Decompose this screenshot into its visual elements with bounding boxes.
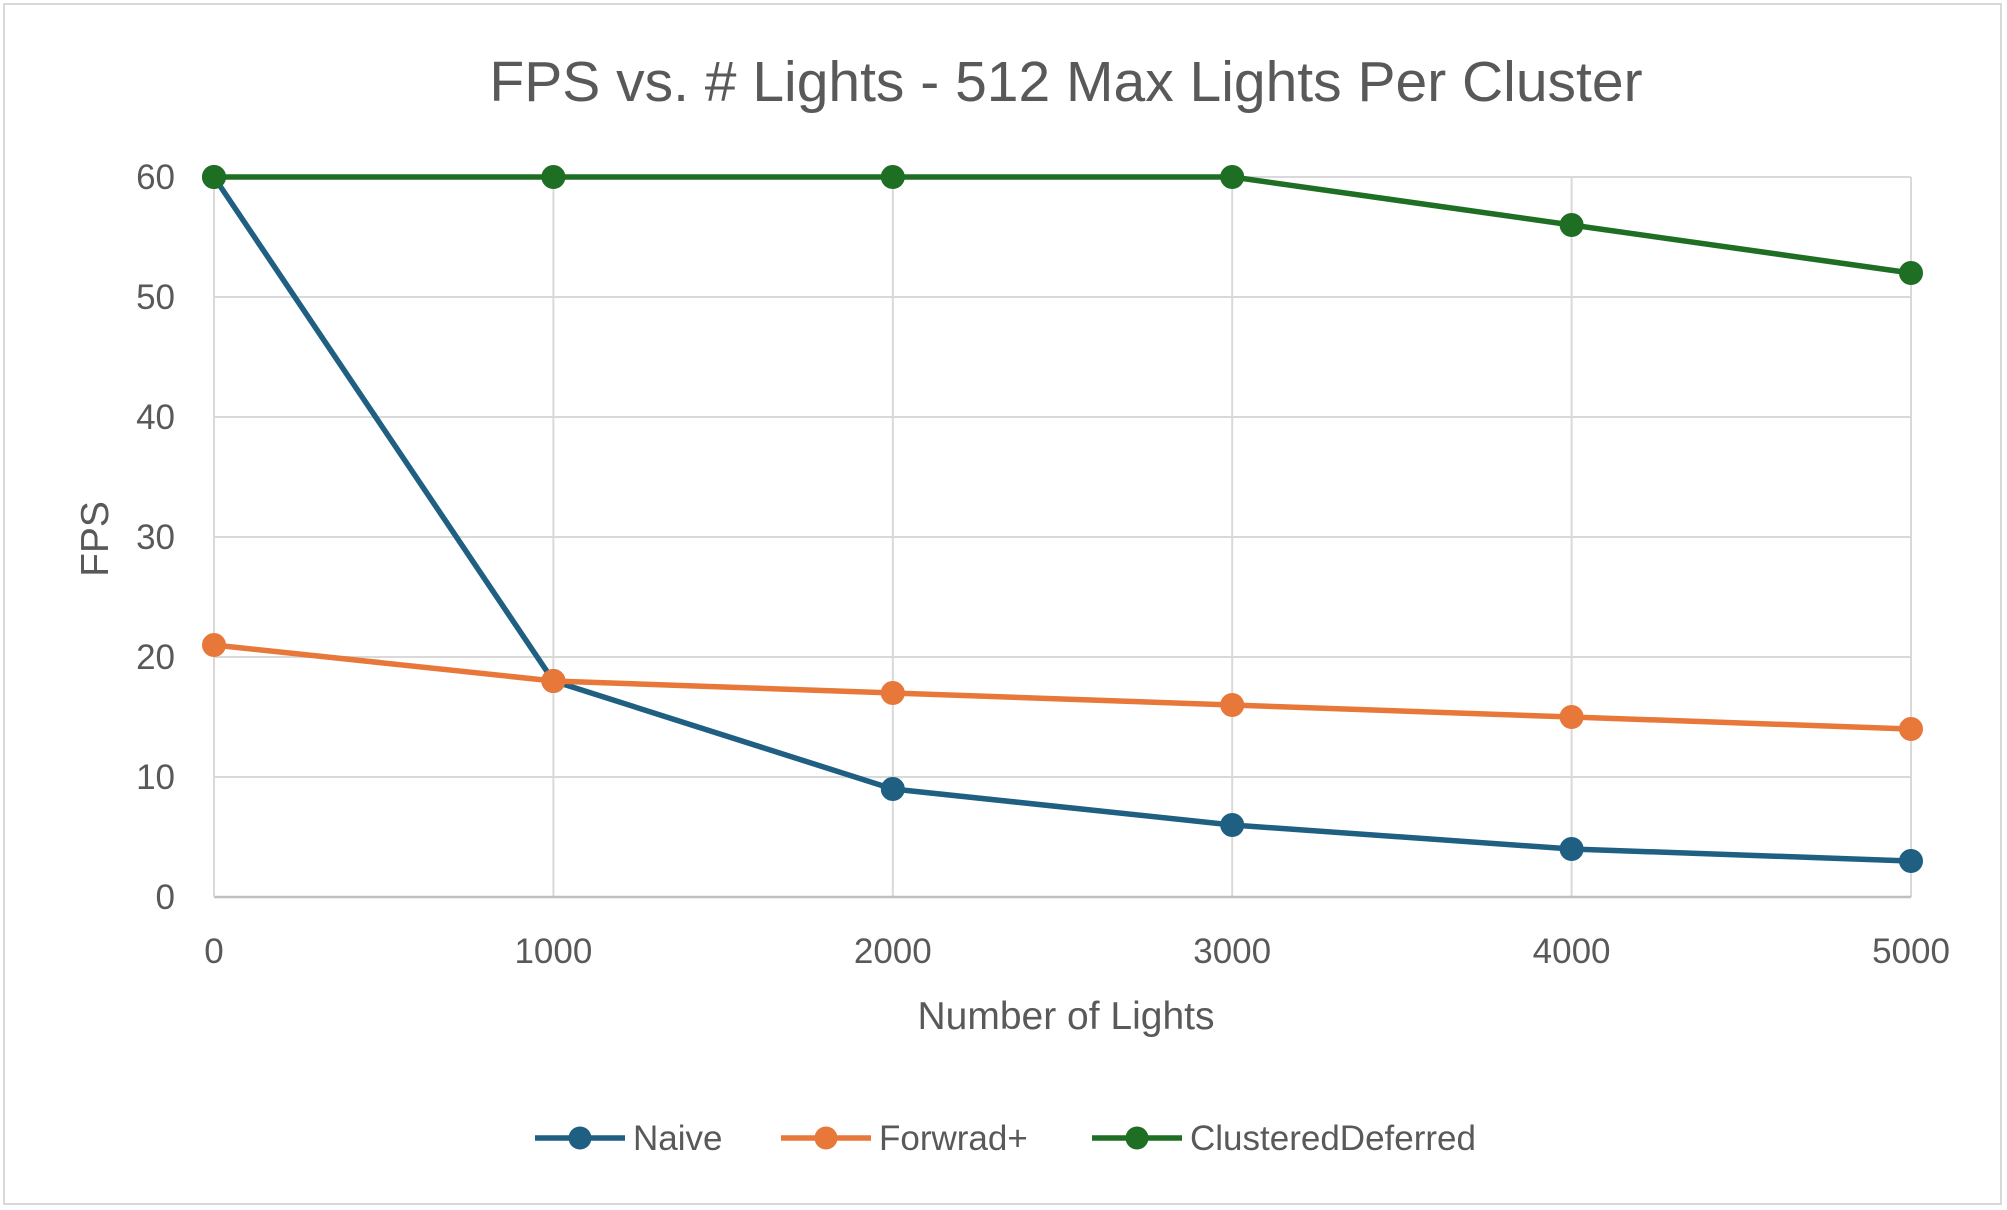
data-point-naive-5000	[1899, 849, 1923, 873]
y-tick-label-10: 10	[136, 758, 175, 797]
legend-marker-clustereddeferred	[1125, 1126, 1149, 1150]
axes	[213, 177, 1911, 899]
series-line-forwrad	[211, 642, 1914, 732]
data-point-forwrad-2000	[880, 681, 905, 705]
data-point-clustereddeferred-0	[202, 165, 226, 189]
data-point-clustereddeferred-5000	[1899, 261, 1923, 285]
data-point-forwrad-3000	[1220, 693, 1245, 717]
x-tick-label-2000: 2000	[854, 932, 932, 971]
data-point-clustereddeferred-2000	[880, 165, 905, 189]
y-tick-label-50: 50	[136, 278, 175, 317]
data-point-clustereddeferred-1000	[541, 165, 566, 189]
legend-marker-forwrad	[814, 1126, 838, 1150]
y-tick-label-40: 40	[136, 398, 175, 437]
data-point-forwrad-0	[202, 633, 226, 657]
legend-item-forwrad: Forwrad+	[781, 1119, 1028, 1158]
y-tick-label-0: 0	[156, 878, 175, 917]
legend-label-naive: Naive	[633, 1119, 722, 1158]
line-chart: FPS vs. # Lights - 512 Max Lights Per Cl…	[74, 50, 1950, 1158]
data-point-forwrad-4000	[1559, 705, 1584, 729]
data-point-naive-2000	[880, 777, 905, 801]
y-tick-label-60: 60	[136, 158, 175, 197]
series-forwrad	[202, 633, 1923, 741]
series-line-naive	[211, 174, 1914, 864]
y-tick-label-30: 30	[136, 518, 175, 557]
x-tick-label-1000: 1000	[514, 932, 592, 971]
data-point-naive-4000	[1559, 837, 1584, 861]
x-tick-label-0: 0	[204, 932, 223, 971]
series-clustereddeferred	[202, 165, 1923, 285]
legend-marker-naive	[568, 1126, 592, 1150]
tick-labels: 0 10 20 30 40 50 60 0 1000 2000 3000 4000 5000	[136, 158, 1950, 971]
x-tick-label-5000: 5000	[1872, 932, 1950, 971]
series-line-clustereddeferred	[211, 174, 1914, 276]
data-point-clustereddeferred-3000	[1220, 165, 1245, 189]
data-point-forwrad-1000	[541, 669, 566, 693]
data-point-clustereddeferred-4000	[1559, 213, 1584, 237]
legend-item-clustereddeferred: ClusteredDeferred	[1092, 1119, 1476, 1158]
series-naive	[202, 165, 1923, 873]
y-axis-title: FPS	[74, 501, 117, 577]
legend-item-naive: Naive	[535, 1119, 722, 1158]
legend-label-clustereddeferred: ClusteredDeferred	[1190, 1119, 1476, 1158]
chart-title: FPS vs. # Lights - 512 Max Lights Per Cl…	[489, 50, 1642, 114]
x-tick-label-3000: 3000	[1193, 932, 1271, 971]
data-point-naive-3000	[1220, 813, 1245, 837]
series-lines	[202, 165, 1923, 873]
legend-label-forwrad: Forwrad+	[879, 1119, 1028, 1158]
legend: Naive Forwrad+ ClusteredDeferred	[535, 1119, 1476, 1158]
y-tick-label-20: 20	[136, 638, 175, 677]
x-tick-label-4000: 4000	[1533, 932, 1611, 971]
chart-frame: FPS vs. # Lights - 512 Max Lights Per Cl…	[3, 3, 2002, 1205]
x-axis-title: Number of Lights	[918, 995, 1215, 1038]
gridlines	[214, 176, 1912, 897]
data-point-forwrad-5000	[1899, 717, 1923, 741]
